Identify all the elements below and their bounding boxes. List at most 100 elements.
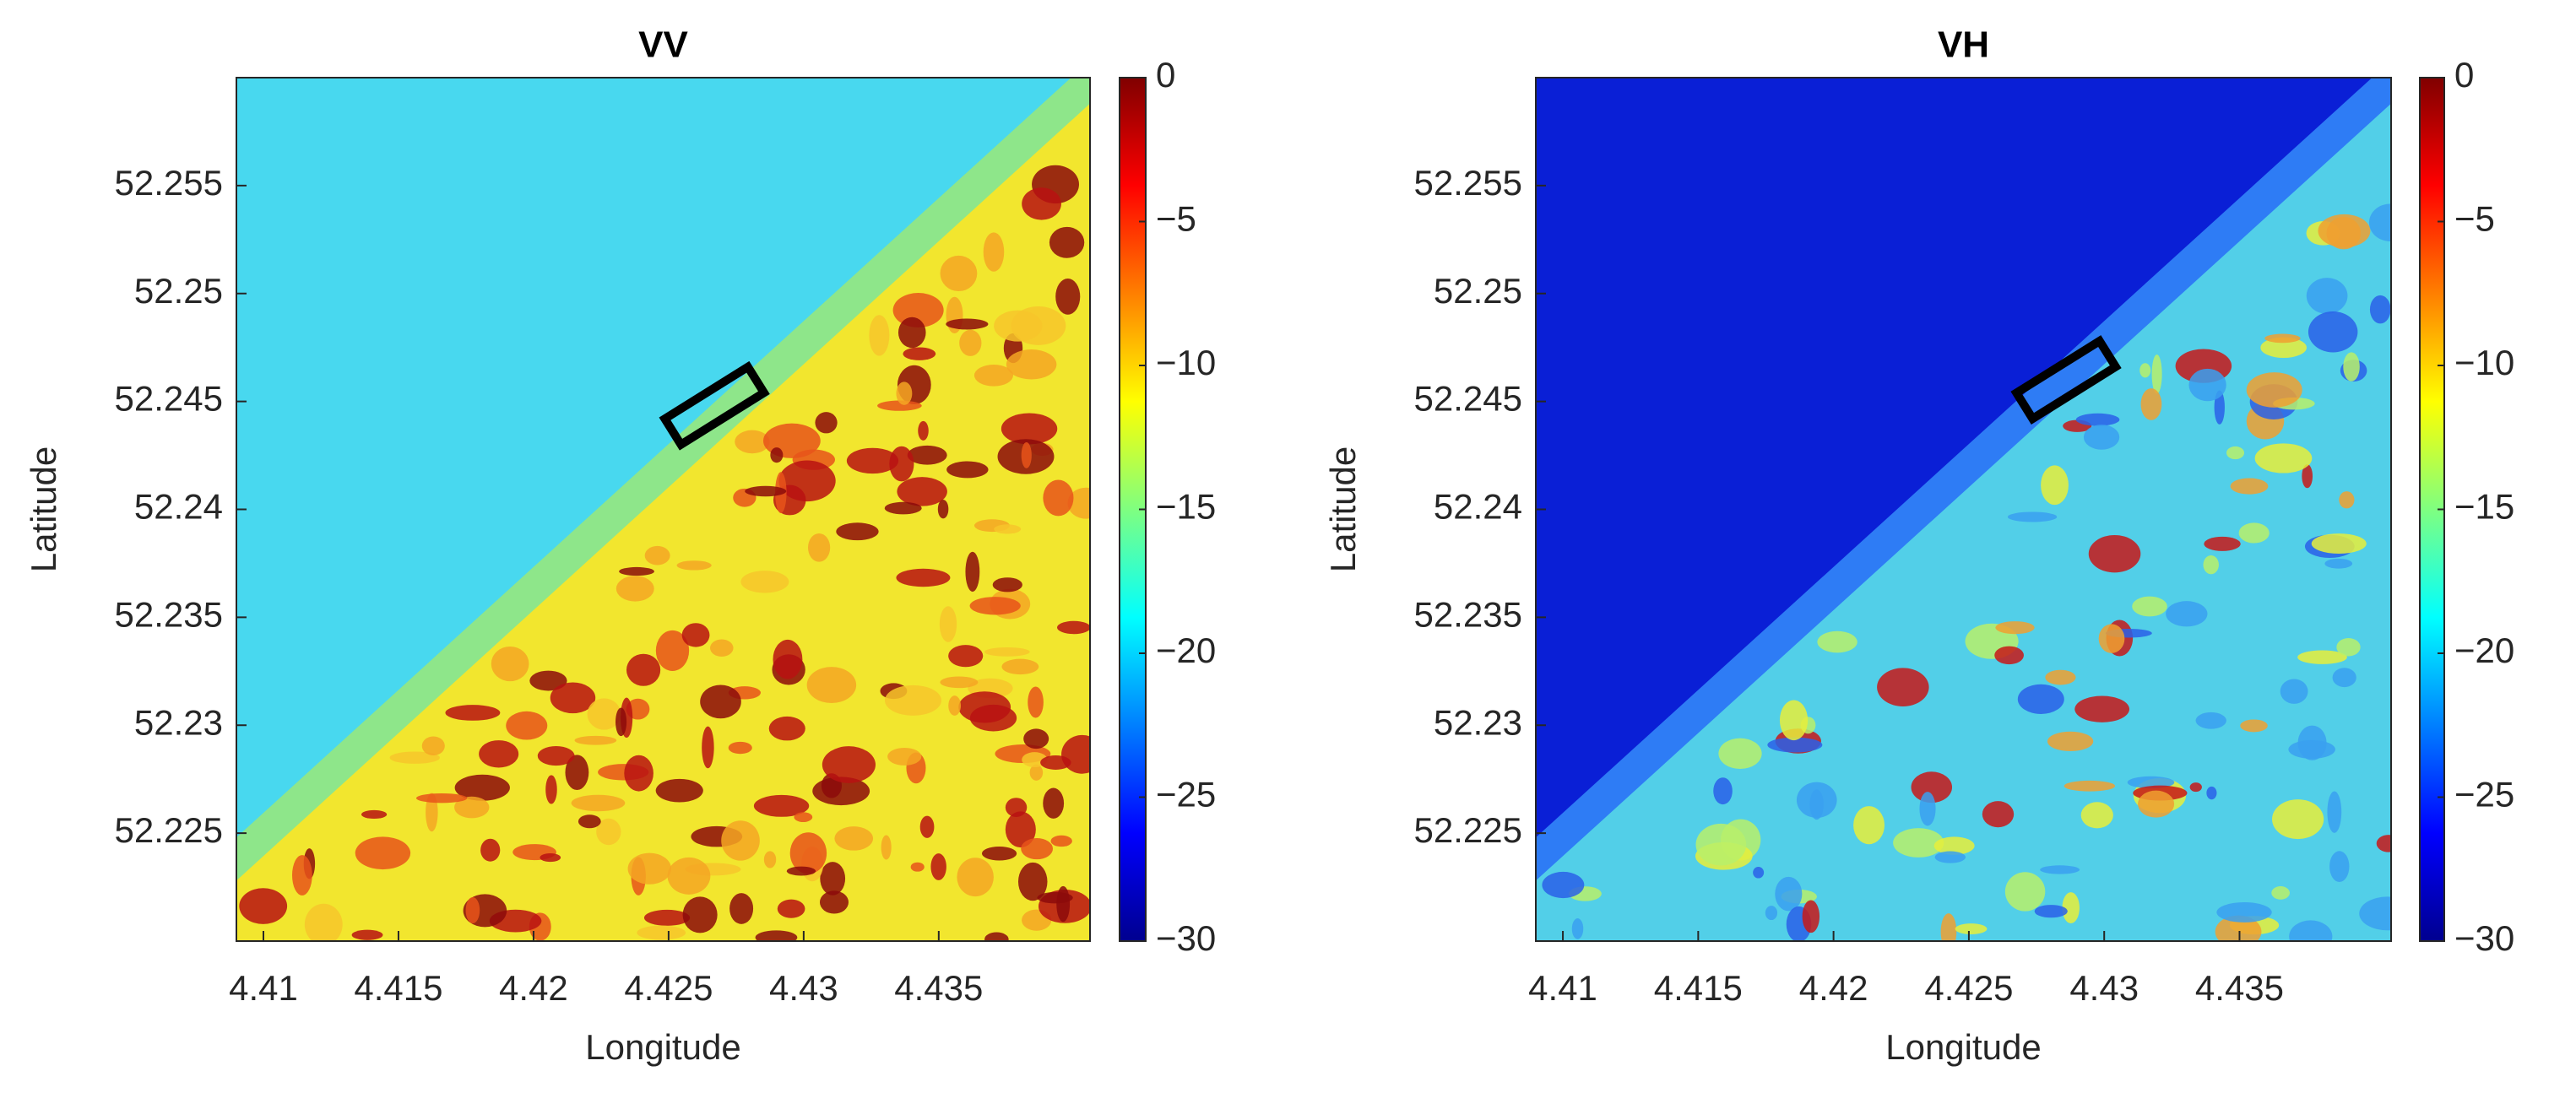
texture-blob — [355, 836, 411, 870]
texture-blob — [454, 774, 510, 801]
texture-blob — [918, 420, 929, 441]
texture-blob — [2062, 892, 2080, 924]
texture-blob — [2260, 337, 2307, 358]
image — [236, 78, 1090, 941]
texture-blob — [2040, 865, 2080, 874]
texture-blob — [777, 899, 805, 918]
texture-blob — [1056, 885, 1071, 923]
texture-blob — [789, 832, 827, 874]
texture-blob — [1817, 630, 1857, 653]
x-axis-label: Longitude — [585, 1027, 741, 1067]
texture-blob — [1017, 862, 1048, 901]
texture-blob — [992, 577, 1022, 592]
texture-blob — [940, 676, 979, 689]
texture-blob — [834, 826, 874, 851]
texture-blob — [2083, 425, 2120, 450]
x-tick-label: 4.43 — [2069, 968, 2139, 1008]
texture-blob — [910, 862, 925, 872]
y-tick-label: 52.225 — [1414, 810, 1522, 850]
texture-blob — [1028, 686, 1044, 718]
y-tick-label: 52.25 — [1434, 271, 1522, 311]
texture-blob — [1001, 413, 1058, 445]
y-tick-label: 52.235 — [115, 594, 223, 634]
y-tick-label: 52.225 — [115, 810, 223, 850]
texture-blob — [1933, 836, 1975, 855]
texture-blob — [545, 775, 557, 804]
texture-blob — [2272, 799, 2324, 840]
texture-blob — [2139, 363, 2151, 378]
colorbar-tick-label: −30 — [2454, 918, 2514, 958]
texture-blob — [643, 909, 691, 926]
texture-blob — [2308, 311, 2358, 353]
x-tick-label: 4.435 — [2195, 968, 2284, 1008]
y-tick-label: 52.255 — [1414, 163, 1522, 203]
texture-blob — [1809, 789, 1824, 820]
texture-blob — [627, 852, 672, 885]
texture-blob — [740, 571, 789, 593]
texture-blob — [1067, 487, 1090, 519]
y-axis-label: Latitude — [24, 446, 63, 572]
texture-blob — [676, 560, 712, 571]
chart-title: VV — [638, 24, 688, 66]
texture-blob — [415, 793, 468, 804]
texture-blob — [721, 820, 760, 861]
y-tick-label: 52.24 — [1434, 487, 1522, 527]
texture-blob — [529, 670, 567, 691]
texture-blob — [292, 855, 312, 896]
texture-blob — [2271, 886, 2290, 900]
texture-blob — [616, 576, 654, 602]
y-tick-label: 52.255 — [115, 163, 223, 203]
texture-blob — [897, 477, 947, 506]
x-tick-label: 4.41 — [229, 968, 298, 1008]
texture-blob — [2297, 650, 2347, 664]
texture-blob — [1695, 823, 1747, 866]
image — [1536, 78, 2391, 941]
texture-blob — [2238, 522, 2270, 544]
texture-blob — [1779, 700, 1809, 741]
texture-blob — [361, 809, 388, 820]
texture-blob — [1022, 187, 1061, 220]
texture-blob — [1911, 771, 1953, 804]
texture-blob — [682, 896, 718, 933]
texture-blob — [491, 646, 529, 682]
texture-blob — [2088, 534, 2141, 573]
texture-blob — [1037, 891, 1073, 904]
texture-blob — [655, 630, 690, 672]
texture-blob — [626, 653, 661, 686]
texture-blob — [637, 925, 686, 940]
colorbar-tick-label: −10 — [1156, 343, 1216, 382]
colorbar-tick-label: −25 — [2454, 775, 2514, 814]
texture-blob — [846, 447, 899, 474]
texture-blob — [763, 851, 777, 868]
texture-blob — [304, 903, 343, 941]
texture-blob — [984, 932, 1009, 941]
texture-blob — [892, 293, 944, 328]
texture-blob — [2203, 555, 2219, 575]
texture-blob — [1775, 876, 1803, 912]
x-tick-label: 4.41 — [1528, 968, 1597, 1008]
texture-blob — [1061, 734, 1090, 774]
texture-blob — [939, 606, 957, 642]
texture-blob — [1006, 349, 1057, 380]
texture-blob — [2246, 372, 2302, 408]
texture-blob — [946, 461, 989, 479]
texture-blob — [907, 445, 947, 465]
texture-blob — [2230, 478, 2269, 495]
texture-blob — [2226, 446, 2245, 460]
texture-blob — [822, 746, 876, 783]
texture-blob — [2138, 790, 2175, 818]
texture-blob — [898, 317, 926, 349]
texture-blob — [2336, 637, 2361, 657]
texture-blob — [1043, 787, 1065, 819]
texture-blob — [2098, 624, 2125, 653]
texture-blob — [1765, 906, 1778, 921]
texture-blob — [1005, 798, 1028, 818]
texture-blob — [2166, 601, 2208, 627]
texture-blob — [1005, 811, 1036, 848]
texture-blob — [2289, 920, 2333, 941]
texture-blob — [973, 364, 1014, 387]
texture-blob — [624, 755, 653, 792]
texture-blob — [881, 835, 892, 860]
texture-blob — [728, 741, 752, 755]
